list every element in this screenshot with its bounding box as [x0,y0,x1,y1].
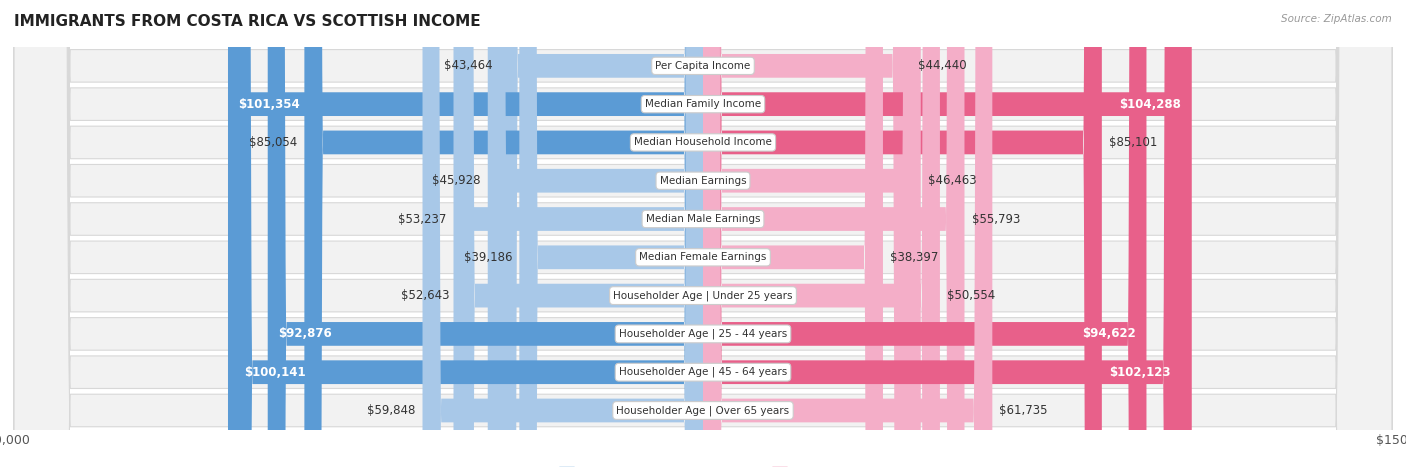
Text: IMMIGRANTS FROM COSTA RICA VS SCOTTISH INCOME: IMMIGRANTS FROM COSTA RICA VS SCOTTISH I… [14,14,481,29]
FancyBboxPatch shape [519,0,703,467]
Text: $39,186: $39,186 [464,251,512,264]
FancyBboxPatch shape [14,0,1392,467]
FancyBboxPatch shape [703,0,1192,467]
FancyBboxPatch shape [14,0,1392,467]
Text: $85,101: $85,101 [1109,136,1157,149]
FancyBboxPatch shape [703,0,911,467]
Text: Median Earnings: Median Earnings [659,176,747,186]
Text: $61,735: $61,735 [1000,404,1047,417]
FancyBboxPatch shape [14,0,1392,467]
Text: Householder Age | 45 - 64 years: Householder Age | 45 - 64 years [619,367,787,377]
Text: Source: ZipAtlas.com: Source: ZipAtlas.com [1281,14,1392,24]
Text: $43,464: $43,464 [444,59,492,72]
FancyBboxPatch shape [267,0,703,467]
FancyBboxPatch shape [14,0,1392,467]
Text: $55,793: $55,793 [972,212,1019,226]
Text: Median Household Income: Median Household Income [634,137,772,148]
FancyBboxPatch shape [233,0,703,467]
Text: $46,463: $46,463 [928,174,976,187]
FancyBboxPatch shape [454,0,703,467]
Text: Median Female Earnings: Median Female Earnings [640,252,766,262]
FancyBboxPatch shape [14,0,1392,467]
Text: $100,141: $100,141 [245,366,307,379]
FancyBboxPatch shape [703,0,1146,467]
Text: Householder Age | Under 25 years: Householder Age | Under 25 years [613,290,793,301]
FancyBboxPatch shape [457,0,703,467]
Text: $52,643: $52,643 [401,289,450,302]
FancyBboxPatch shape [14,0,1392,467]
FancyBboxPatch shape [228,0,703,467]
Text: $85,054: $85,054 [249,136,297,149]
FancyBboxPatch shape [304,0,703,467]
FancyBboxPatch shape [14,0,1392,467]
FancyBboxPatch shape [499,0,703,467]
FancyBboxPatch shape [703,0,921,467]
FancyBboxPatch shape [703,0,941,467]
Text: $104,288: $104,288 [1119,98,1181,111]
FancyBboxPatch shape [488,0,703,467]
Text: Householder Age | 25 - 44 years: Householder Age | 25 - 44 years [619,329,787,339]
Text: $92,876: $92,876 [278,327,332,340]
Text: Median Family Income: Median Family Income [645,99,761,109]
FancyBboxPatch shape [14,0,1392,467]
FancyBboxPatch shape [703,0,1181,467]
FancyBboxPatch shape [423,0,703,467]
Text: $59,848: $59,848 [367,404,416,417]
FancyBboxPatch shape [703,0,1102,467]
Text: $38,397: $38,397 [890,251,938,264]
Text: $45,928: $45,928 [432,174,481,187]
Text: $94,622: $94,622 [1083,327,1136,340]
Text: $50,554: $50,554 [948,289,995,302]
Text: Per Capita Income: Per Capita Income [655,61,751,71]
FancyBboxPatch shape [703,0,965,467]
Text: $102,123: $102,123 [1109,366,1171,379]
Text: $53,237: $53,237 [398,212,447,226]
Text: Median Male Earnings: Median Male Earnings [645,214,761,224]
Legend: Immigrants from Costa Rica, Scottish: Immigrants from Costa Rica, Scottish [554,462,852,467]
FancyBboxPatch shape [14,0,1392,467]
Text: $101,354: $101,354 [239,98,301,111]
Text: Householder Age | Over 65 years: Householder Age | Over 65 years [616,405,790,416]
FancyBboxPatch shape [703,0,883,467]
Text: $44,440: $44,440 [918,59,967,72]
FancyBboxPatch shape [14,0,1392,467]
FancyBboxPatch shape [703,0,993,467]
